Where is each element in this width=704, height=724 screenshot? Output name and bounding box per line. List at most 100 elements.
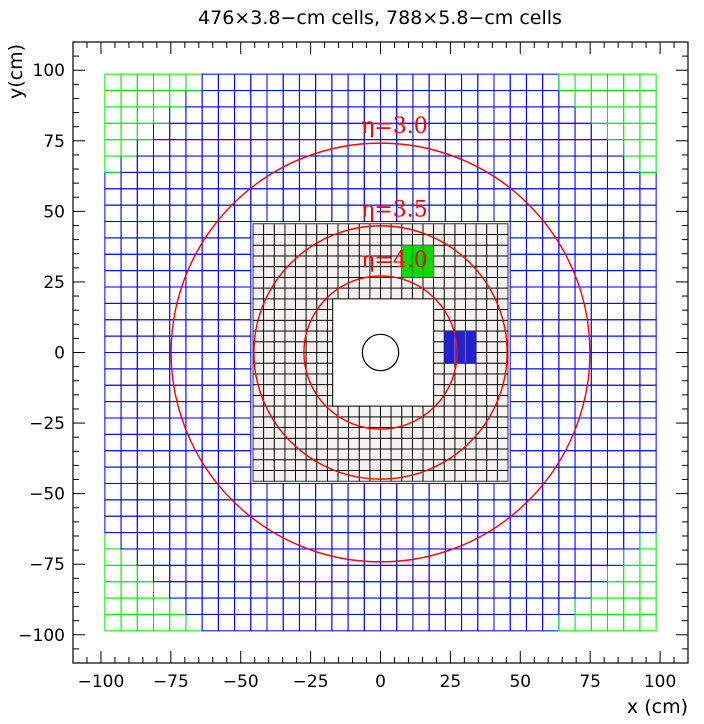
outer-cell — [104, 188, 122, 206]
outer-cell — [282, 155, 300, 173]
outer-corner-cell — [623, 581, 641, 599]
outer-cell — [428, 499, 446, 517]
outer-cell — [169, 139, 187, 157]
outer-corner-cell — [639, 90, 657, 108]
outer-cell — [639, 515, 657, 534]
outer-cell — [282, 482, 300, 501]
outer-cell — [185, 515, 203, 534]
outer-cell — [525, 564, 544, 583]
outer-cell — [282, 171, 300, 190]
eta-label: η=4.0 — [361, 248, 428, 273]
outer-cell — [428, 155, 446, 173]
outer-corner-cell — [136, 73, 155, 92]
outer-cell — [428, 581, 446, 599]
outer-cell — [509, 90, 527, 108]
outer-cell — [623, 417, 641, 435]
outer-cell — [606, 515, 625, 534]
outer-cell — [396, 73, 414, 92]
outer-cell — [623, 401, 641, 419]
outer-cell — [250, 204, 268, 223]
outer-cell — [153, 433, 171, 452]
outer-cell — [136, 482, 155, 501]
outer-cell — [509, 532, 527, 550]
outer-cell — [428, 532, 446, 550]
cell-grid-layer — [104, 73, 657, 632]
outer-cell — [396, 532, 414, 550]
outer-cell — [169, 548, 187, 566]
outer-cell — [606, 139, 625, 157]
outer-cell — [315, 171, 333, 190]
outer-cell — [201, 482, 219, 501]
outer-cell — [347, 73, 365, 92]
outer-cell — [590, 319, 608, 337]
outer-cell — [590, 286, 608, 304]
outer-cell — [509, 401, 527, 419]
outer-cell — [574, 204, 592, 223]
outer-cell — [606, 384, 625, 403]
outer-corner-cell — [104, 155, 122, 173]
outer-cell — [558, 122, 576, 141]
outer-cell — [525, 417, 544, 435]
outer-cell — [169, 155, 187, 173]
outer-cell — [590, 253, 608, 272]
outer-cell — [590, 352, 608, 370]
outer-cell — [590, 204, 608, 223]
outer-corner-cell — [623, 548, 641, 566]
outer-cell — [639, 433, 657, 452]
outer-cell — [185, 417, 203, 435]
outer-cell — [461, 597, 479, 615]
outer-cell — [234, 253, 252, 272]
outer-cell — [509, 499, 527, 517]
outer-cell — [298, 90, 317, 108]
outer-cell — [282, 548, 300, 566]
outer-cell — [104, 286, 122, 304]
outer-corner-cell — [153, 581, 171, 599]
outer-cell — [606, 417, 625, 435]
outer-cell — [217, 221, 236, 239]
outer-cell — [428, 106, 446, 124]
outer-cell — [104, 401, 122, 419]
outer-cell — [169, 499, 187, 517]
outer-cell — [493, 499, 511, 517]
outer-cell — [136, 171, 155, 190]
outer-cell — [606, 532, 625, 550]
outer-cell — [234, 319, 252, 337]
outer-cell — [606, 319, 625, 337]
outer-cell — [477, 90, 495, 108]
outer-corner-cell — [136, 597, 155, 615]
outer-cell — [363, 171, 382, 190]
outer-cell — [396, 171, 414, 190]
outer-cell — [315, 581, 333, 599]
outer-cell — [509, 302, 527, 321]
y-tick-label: −100 — [18, 626, 65, 646]
outer-cell — [461, 515, 479, 534]
outer-cell — [136, 368, 155, 386]
outer-cell — [169, 564, 187, 583]
outer-cell — [590, 188, 608, 206]
outer-cell — [542, 286, 560, 304]
outer-cell — [120, 319, 138, 337]
outer-cell — [201, 319, 219, 337]
outer-cell — [201, 401, 219, 419]
outer-cell — [639, 253, 657, 272]
outer-cell — [298, 204, 317, 223]
outer-cell — [282, 499, 300, 517]
outer-cell — [558, 417, 576, 435]
outer-cell — [153, 368, 171, 386]
outer-cell — [639, 450, 657, 468]
outer-cell — [525, 221, 544, 239]
outer-cell — [266, 155, 284, 173]
outer-cell — [120, 401, 138, 419]
outer-cell — [444, 171, 463, 190]
outer-cell — [396, 597, 414, 615]
outer-cell — [266, 73, 284, 92]
outer-cell — [153, 319, 171, 337]
outer-cell — [169, 221, 187, 239]
outer-corner-cell — [120, 581, 138, 599]
outer-cell — [201, 433, 219, 452]
outer-cell — [542, 597, 560, 615]
outer-cell — [525, 270, 544, 288]
outer-cell — [477, 482, 495, 501]
outer-cell — [525, 237, 544, 255]
outer-corner-cell — [623, 122, 641, 141]
